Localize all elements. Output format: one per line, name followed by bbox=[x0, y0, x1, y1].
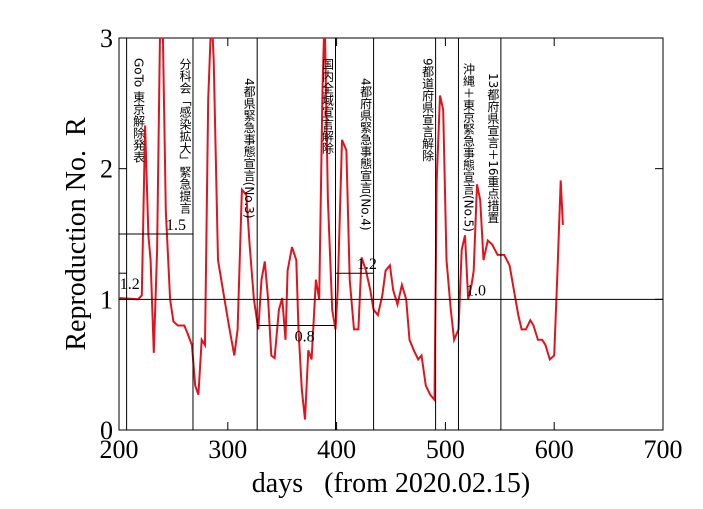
y-tick-label: 2 bbox=[100, 155, 113, 184]
y-tick-label: 0 bbox=[100, 416, 113, 445]
x-tick-label: 500 bbox=[426, 435, 465, 464]
y-axis-title: Reproduction No. R bbox=[61, 117, 92, 351]
event-label: 13都府県宣言＋16重点措置 bbox=[486, 73, 500, 224]
reference-label: 1.2 bbox=[357, 256, 377, 273]
x-tick-label: 300 bbox=[208, 435, 247, 464]
reference-label: 1.5 bbox=[166, 217, 186, 234]
x-axis-title: days (from 2020.02.15) bbox=[252, 468, 530, 499]
data-line bbox=[119, 38, 564, 420]
y-tick-label: 1 bbox=[100, 285, 113, 314]
event-label: 国内全域宣言解除 bbox=[321, 58, 335, 154]
reference-label: 0.8 bbox=[295, 328, 315, 345]
reference-label: 1.0 bbox=[466, 282, 486, 299]
x-tick-label: 200 bbox=[100, 435, 139, 464]
event-label: GoTo 東京解除発表 bbox=[132, 58, 146, 163]
plot-area bbox=[119, 38, 564, 420]
reference-label: 1.2 bbox=[120, 276, 140, 293]
x-tick-label: 700 bbox=[644, 435, 683, 464]
event-label: 分科会「感染拡大」緊急提言 bbox=[178, 58, 192, 215]
x-tick-label: 400 bbox=[317, 435, 356, 464]
event-label: 4都府県緊急事態宣言(No.4) bbox=[359, 78, 373, 231]
event-label: 9都道府県宣言解除 bbox=[421, 58, 435, 162]
y-tick-label: 3 bbox=[100, 24, 113, 53]
event-label: 4都県緊急事態宣言(No.3) bbox=[242, 78, 256, 219]
x-tick-label: 600 bbox=[535, 435, 574, 464]
event-label: 沖縄＋東京緊急事態宣言(No.5) bbox=[461, 63, 475, 232]
